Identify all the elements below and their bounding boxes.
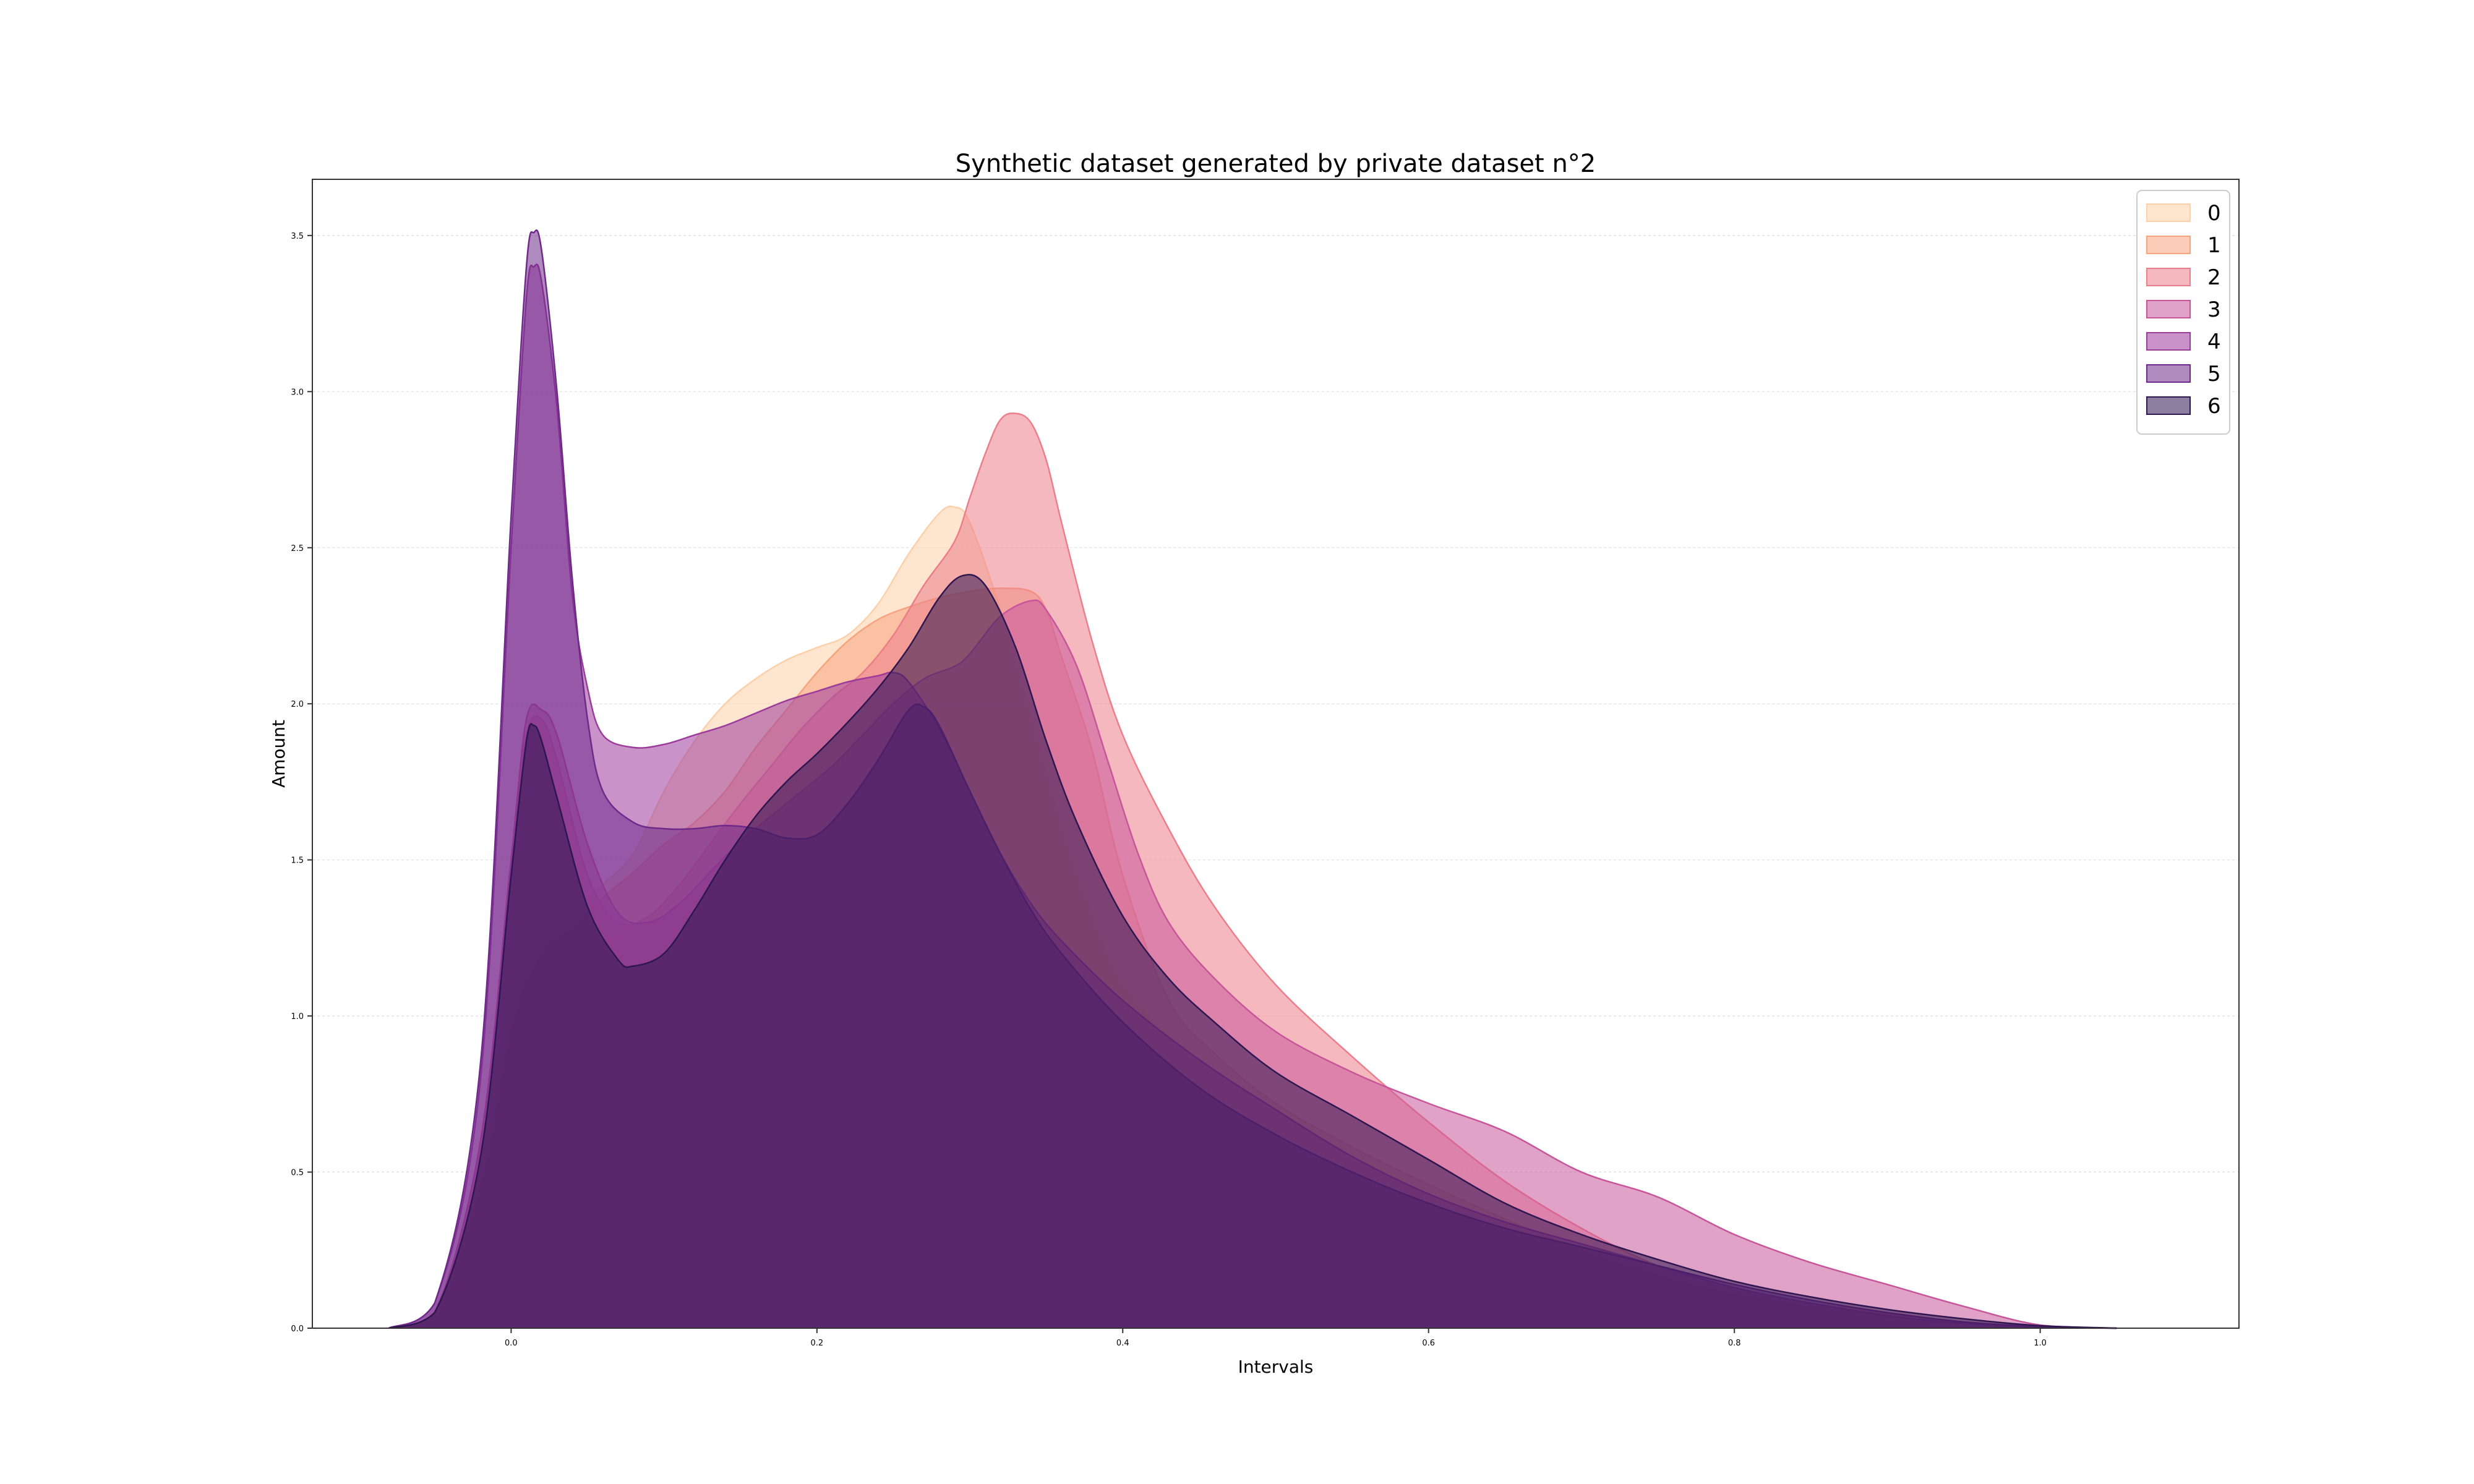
series-area-6 xyxy=(388,574,2117,1328)
legend-swatch-3 xyxy=(2146,300,2191,318)
y-tick-label: 1.0 xyxy=(291,1012,304,1021)
y-tick-label: 2.5 xyxy=(291,544,304,553)
legend-label-0: 0 xyxy=(2207,201,2221,226)
legend-swatch-5 xyxy=(2146,364,2191,383)
x-tick-label: 0.2 xyxy=(810,1339,823,1348)
legend-label-1: 1 xyxy=(2207,233,2221,258)
legend-swatch-0 xyxy=(2146,203,2191,222)
x-tick-label: 0.6 xyxy=(1422,1339,1435,1348)
y-tick-label: 1.5 xyxy=(291,856,304,866)
y-tick-label: 0.5 xyxy=(291,1169,304,1178)
x-tick-label: 0.8 xyxy=(1728,1339,1741,1348)
y-tick-label: 3.5 xyxy=(291,232,304,241)
y-tick-label: 0.0 xyxy=(291,1324,304,1334)
legend-swatch-4 xyxy=(2146,332,2191,351)
y-axis-ticks: 0.0 0.5 1.0 1.5 2.0 2.5 3.0 3.5 xyxy=(291,232,312,1334)
x-tick-label: 0.0 xyxy=(505,1339,518,1348)
legend-swatch-1 xyxy=(2146,236,2191,254)
legend-label-3: 3 xyxy=(2207,297,2221,322)
x-tick-label: 0.4 xyxy=(1116,1339,1129,1348)
plot-frame xyxy=(312,179,2240,1329)
legend-label-2: 2 xyxy=(2207,265,2221,290)
y-tick-label: 2.0 xyxy=(291,700,304,709)
legend-label-5: 5 xyxy=(2207,362,2221,386)
x-axis-label: Intervals xyxy=(1238,1357,1314,1377)
legend-label-6: 6 xyxy=(2207,394,2221,419)
legend-swatch-6 xyxy=(2146,396,2191,415)
chart-title: Synthetic dataset generated by private d… xyxy=(956,150,1596,178)
x-axis-ticks: 0.0 0.2 0.4 0.6 0.8 1.0 xyxy=(505,1328,2047,1348)
x-tick-label: 1.0 xyxy=(2034,1339,2047,1348)
y-tick-label: 3.0 xyxy=(291,388,304,397)
legend-label-4: 4 xyxy=(2207,330,2221,354)
series-areas xyxy=(388,229,2117,1329)
legend-swatch-2 xyxy=(2146,268,2191,286)
y-axis-label: Amount xyxy=(268,720,289,788)
grid xyxy=(312,235,2239,1173)
series-line-6 xyxy=(388,574,2117,1329)
legend: 0 1 2 3 4 5 6 xyxy=(2136,190,2230,435)
